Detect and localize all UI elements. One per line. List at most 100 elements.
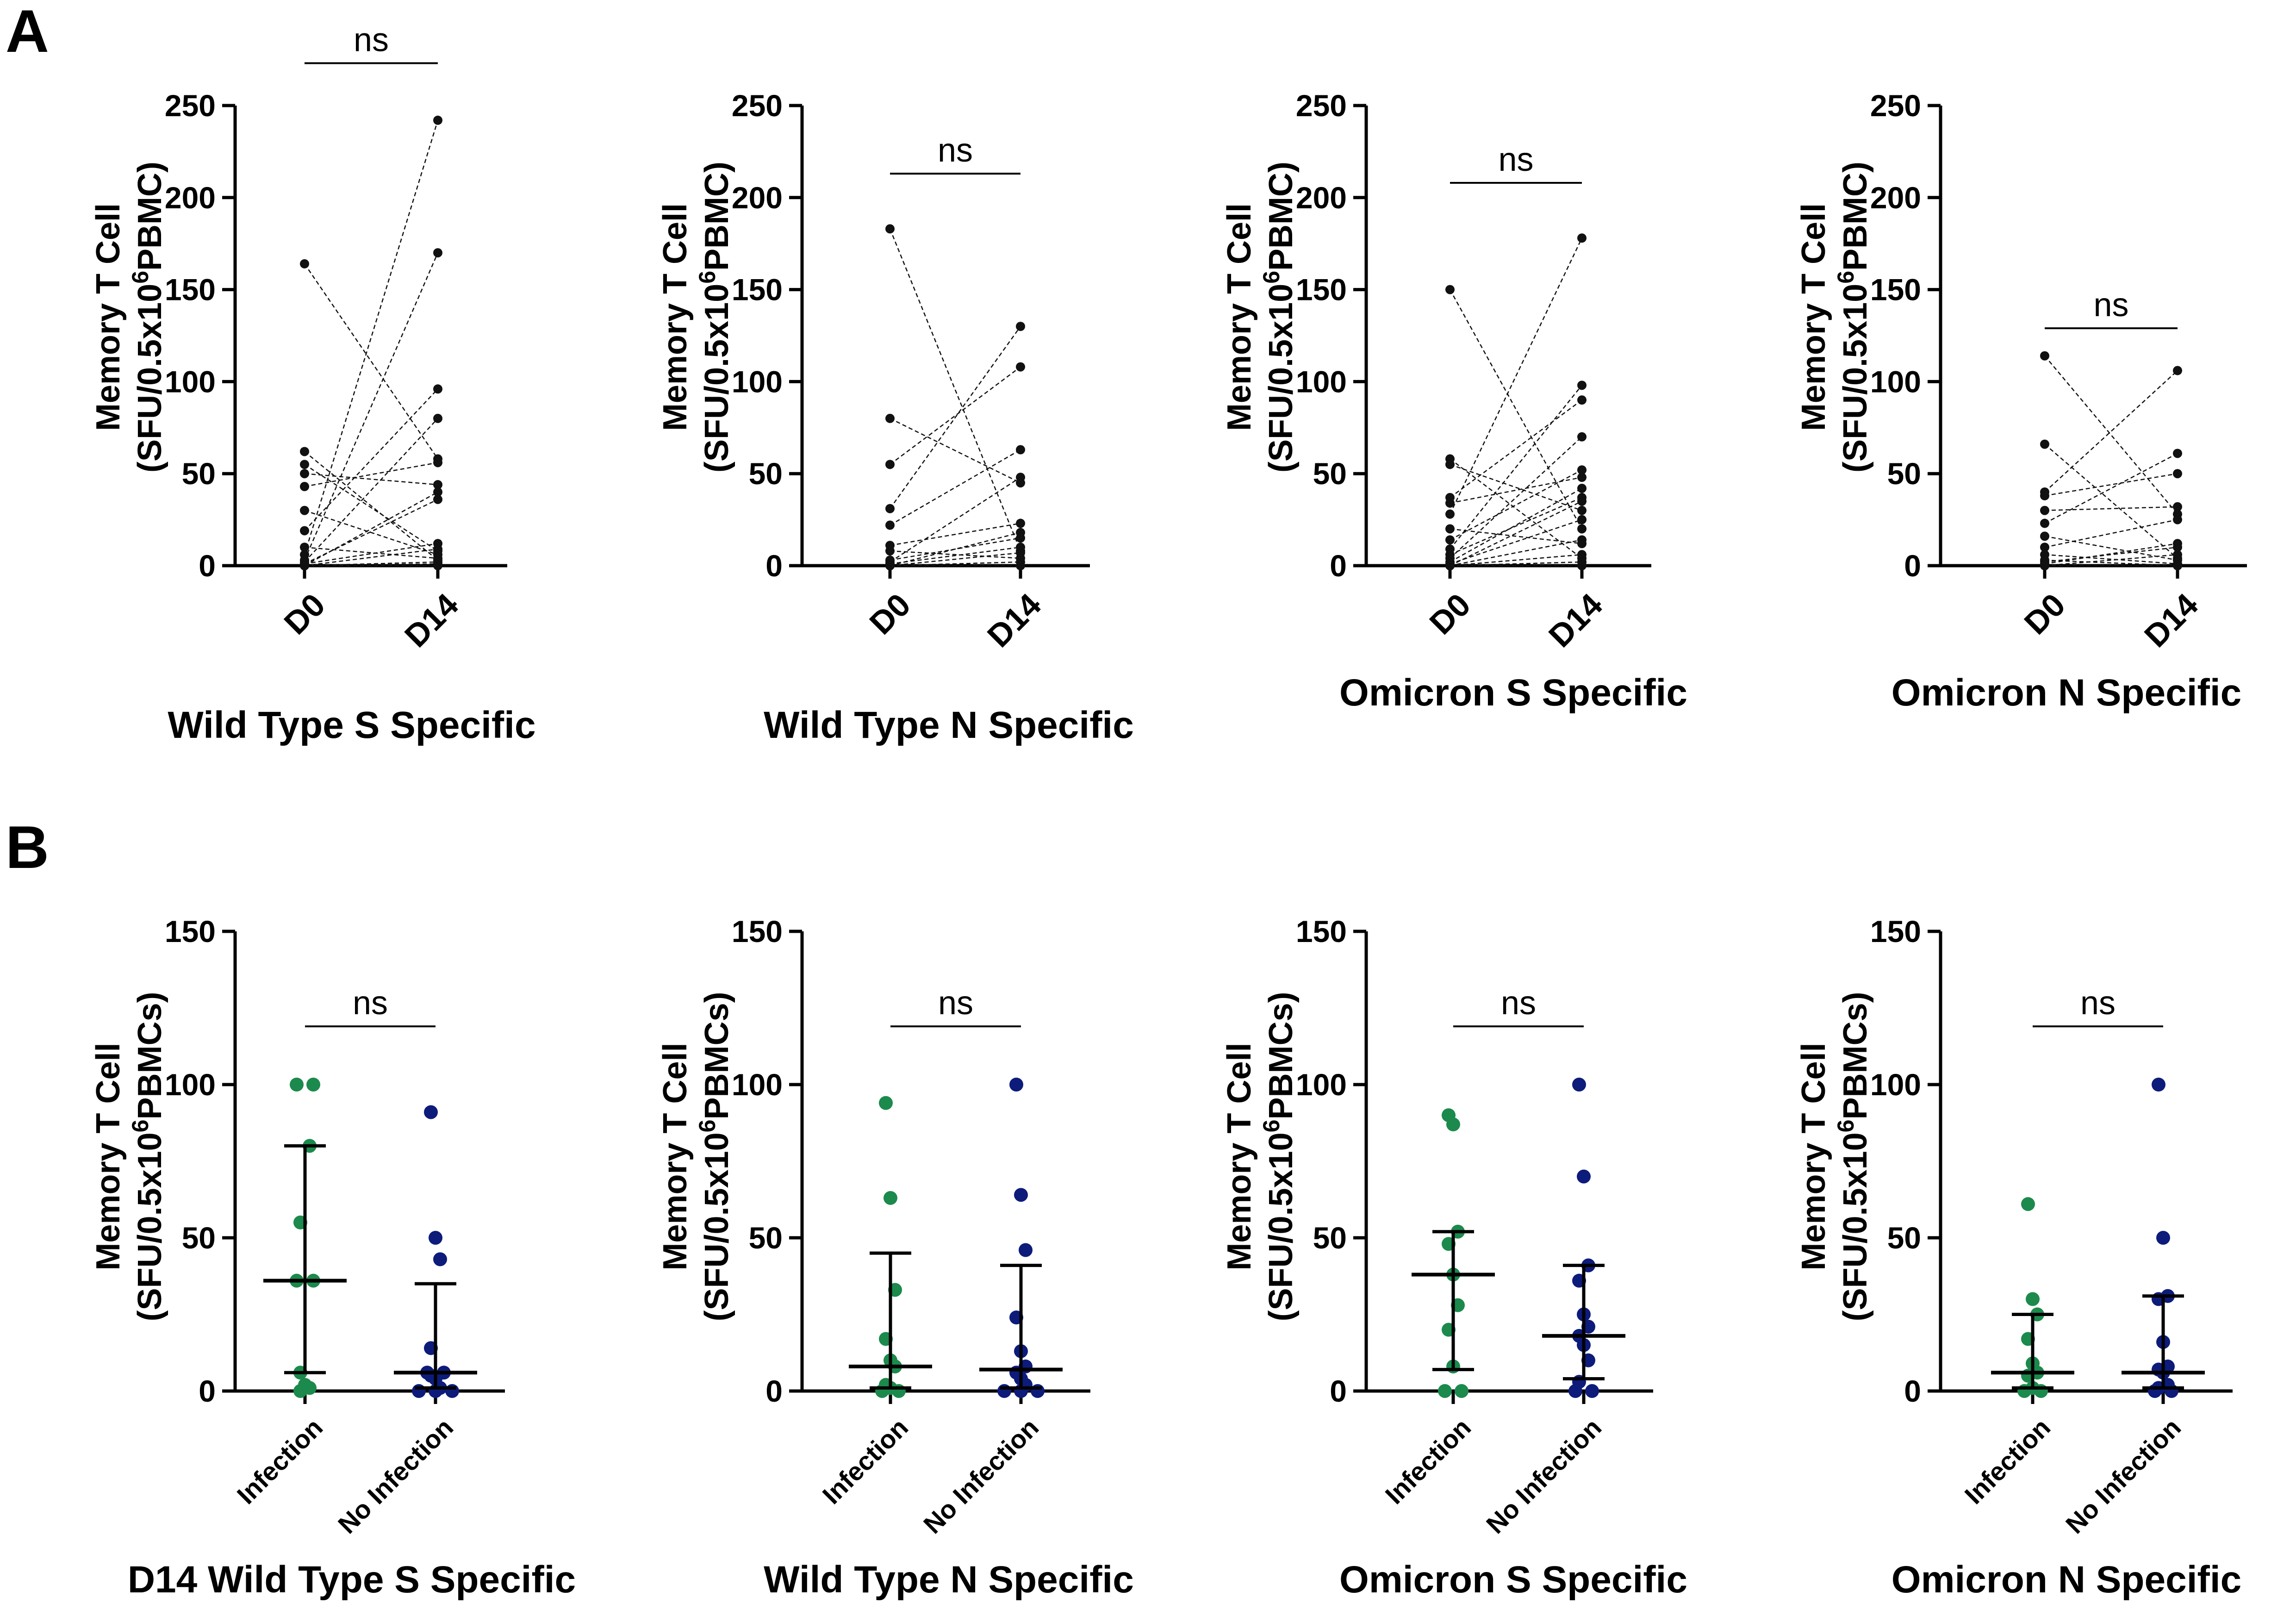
y-tick-label: 150 [165,273,216,307]
point-d0 [885,561,895,570]
pair-line [890,366,1021,465]
y-axis-label-superscript: 6 [1258,1120,1284,1133]
point-no-infection [445,1384,459,1398]
point-d0 [1445,460,1455,469]
pair-line [304,462,438,487]
point-d14 [2173,449,2182,458]
chart-title: Omicron S Specific [1339,672,1687,714]
y-tick-label: 100 [1870,364,1921,399]
point-d14 [1016,548,1025,558]
point-d14 [2173,366,2182,375]
y-axis-label-line1: Memory T Cell [657,203,694,431]
point-infection [306,1078,320,1092]
pair-line [304,252,439,561]
point-d14 [1577,515,1587,524]
point-infection [892,1384,906,1398]
y-axis-label-line2: (SFU/0.5x10 [131,284,168,473]
point-d14 [1577,535,1587,545]
point-infection [884,1191,897,1205]
point-d14 [2173,469,2182,479]
significance-label: ns [938,132,973,169]
pair-line [890,523,1021,546]
point-d14 [433,561,442,570]
y-axis-label-suffix: PBMC) [131,162,168,271]
pair-line [304,548,438,567]
chart-title: Omicron N Specific [1892,1559,2241,1601]
point-no-infection [429,1231,442,1245]
y-axis-label: Memory T Cell (SFU/0.5x106PBMC) [1795,162,1874,473]
point-d14 [433,384,442,394]
y-axis-label-suffix: PBMCs) [1837,992,1874,1119]
y-tick-label: 150 [732,914,783,948]
pair-line [890,550,1021,559]
point-infection [1438,1384,1452,1398]
x-category-label: D14 [980,586,1048,654]
point-d14 [433,487,442,497]
point-no-infection [1031,1384,1045,1398]
significance-label: ns [1501,985,1536,1022]
pair-line [304,418,438,562]
x-category-label: No Infection [1481,1413,1607,1539]
point-d14 [1577,465,1587,475]
y-tick-label: 150 [732,273,783,307]
pair-line [890,552,1021,567]
chart-title: Omicron N Specific [1892,672,2241,714]
point-d0 [300,543,309,552]
y-axis-label-line2: (SFU/0.5x10 [1263,1132,1300,1321]
pair-line [890,449,1021,526]
point-infection [1455,1384,1468,1398]
point-d0 [885,413,895,423]
y-tick-label: 200 [165,181,216,215]
y-tick-label: 150 [1296,914,1347,948]
y-axis-label-superscript: 6 [1258,271,1284,284]
y-axis-label: Memory T Cell (SFU/0.5x106PBMCs) [1795,992,1874,1321]
point-d14 [1577,524,1587,534]
point-d14 [433,458,442,468]
pair-line [1449,289,1583,530]
y-tick-label: 50 [1887,1221,1921,1255]
y-axis-label-superscript: 6 [127,271,153,284]
point-d14 [433,248,442,258]
y-tick-label: 50 [182,456,216,491]
x-category-label: D0 [2017,586,2072,641]
point-no-infection [997,1384,1011,1398]
pair-line [890,532,1021,567]
y-axis-label-superscript: 6 [694,1120,720,1133]
point-d0 [2040,531,2049,541]
point-d14 [1577,505,1587,515]
significance-label: ns [354,22,389,59]
y-tick-label: 0 [199,1374,216,1408]
pair-line [1450,528,1582,544]
point-infection [2017,1384,2031,1398]
pair-line [304,499,438,565]
point-d0 [2040,439,2049,449]
point-d14 [1016,445,1025,455]
x-category-label: No Infection [918,1413,1044,1539]
point-infection [2034,1384,2048,1398]
pair-line [2044,443,2178,559]
y-axis-label: Memory T Cell (SFU/0.5x106PBMC) [657,162,735,473]
point-d0 [1445,535,1455,545]
y-axis-label-superscript: 6 [694,271,720,284]
y-axis-label-line2: (SFU/0.5x10 [1263,284,1300,473]
pair-line [304,473,438,486]
pair-line [1450,436,1582,559]
y-tick-label: 250 [165,88,216,123]
point-d14 [2173,502,2182,512]
y-tick-label: 100 [1870,1067,1921,1102]
y-axis-label-suffix: PBMC) [1263,162,1300,271]
pair-line [2044,543,2178,565]
pair-line [2044,554,2178,565]
y-axis-label-suffix: PBMCs) [1263,992,1300,1119]
significance-label: ns [938,985,973,1022]
point-infection [875,1384,889,1398]
y-axis-label-superscript: 6 [1833,1120,1859,1133]
y-tick-label: 0 [1330,1374,1347,1408]
point-d0 [1445,285,1455,294]
point-infection [293,1384,307,1398]
point-d0 [1445,561,1455,570]
pair-line [890,537,1021,561]
y-axis-label: Memory T Cell (SFU/0.5x106PBMC) [1221,162,1300,473]
pair-line [1450,487,1582,563]
